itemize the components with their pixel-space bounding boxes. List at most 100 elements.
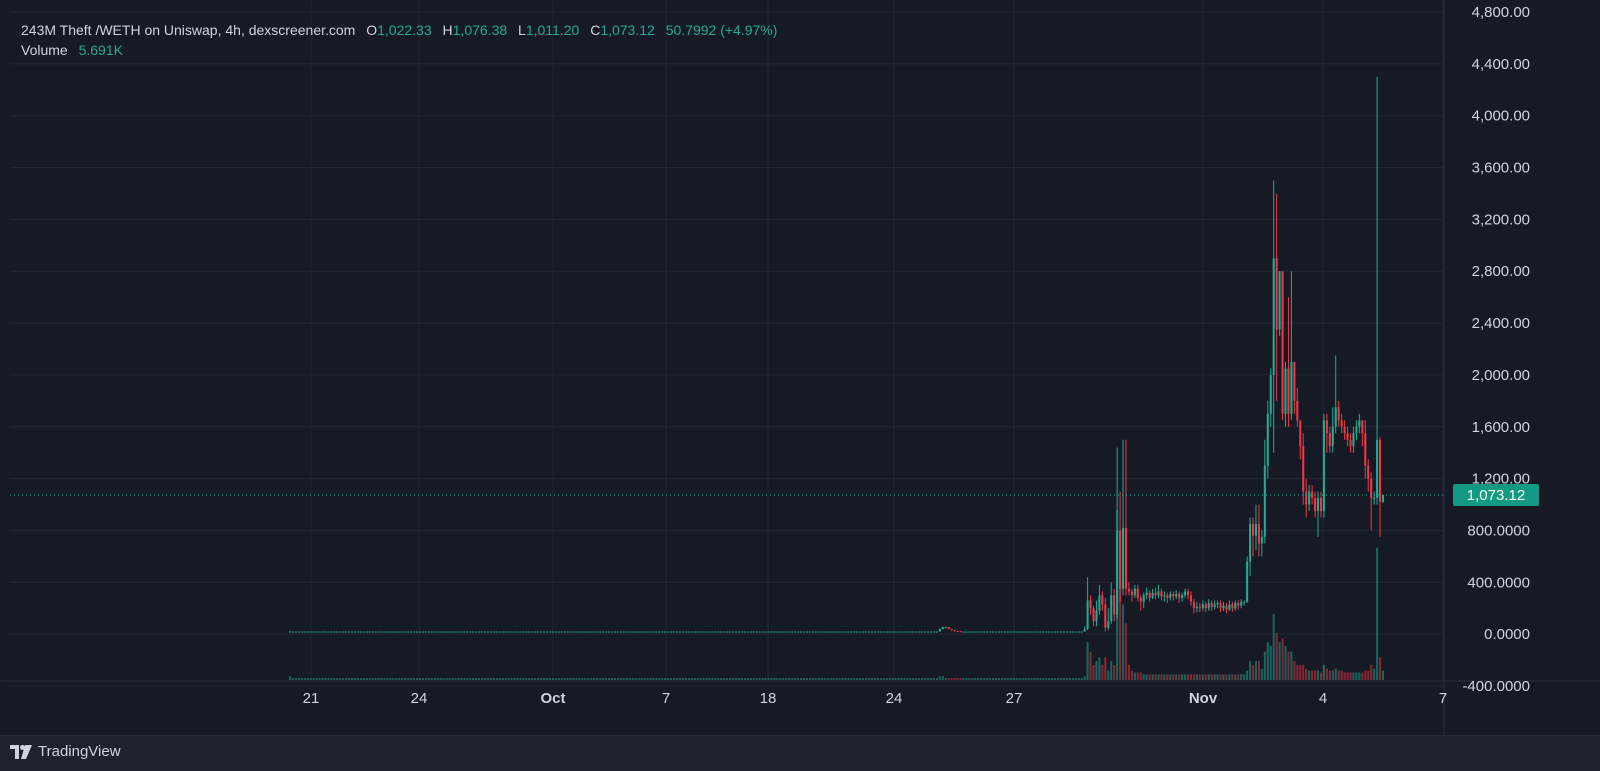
candle-body: [729, 631, 732, 633]
volume-bar: [1122, 604, 1125, 680]
tradingview-brand[interactable]: TradingView: [10, 743, 121, 760]
candle-body: [1077, 631, 1080, 633]
volume-bar: [894, 678, 897, 680]
price-tick-label: 4,800.00: [1472, 4, 1530, 21]
candle-body: [1101, 595, 1104, 605]
candle-body: [336, 631, 339, 633]
candle-body: [1166, 595, 1169, 598]
volume-bar: [1219, 674, 1222, 680]
volume-bar: [342, 678, 345, 680]
volume-bar: [380, 678, 383, 680]
candle-body: [776, 631, 779, 633]
price-axis[interactable]: -400.00000.0000400.0000800.00001,200.001…: [1462, 4, 1530, 695]
price-chart[interactable]: -400.00000.0000400.0000800.00001,200.001…: [0, 0, 1600, 735]
volume-bar: [1381, 670, 1385, 680]
volume-bar: [684, 678, 687, 680]
candle-body: [330, 631, 333, 633]
volume-bar: [997, 678, 1001, 680]
candle-body: [421, 631, 424, 633]
candle-body: [992, 631, 995, 633]
volume-bar: [873, 678, 876, 680]
candle-body: [980, 631, 983, 633]
candle-body: [912, 631, 915, 633]
volume-bar: [664, 678, 667, 680]
volume-bar: [947, 678, 950, 680]
volume-bar: [590, 678, 593, 680]
candle-body: [545, 631, 549, 633]
candle-body: [794, 631, 797, 633]
volume-bar: [856, 678, 859, 680]
volume-bar: [829, 678, 832, 680]
volume-bar: [1331, 670, 1334, 680]
time-axis[interactable]: 21 24 Oct 7 18 24 27 Nov 4 7: [303, 690, 1448, 707]
candle-body: [767, 631, 770, 633]
volume-bar: [1166, 674, 1169, 680]
volume-bar: [670, 678, 673, 680]
candle-body: [631, 631, 634, 633]
volume-bar: [374, 678, 377, 680]
time-tick-label: 4: [1319, 690, 1327, 707]
candle-body: [1181, 595, 1184, 598]
candle-body: [315, 631, 318, 633]
candle-body: [873, 631, 876, 633]
volume-bar: [498, 678, 501, 680]
volume-bar: [865, 678, 868, 680]
volume-bar: [977, 678, 980, 680]
volume-bar: [740, 678, 744, 680]
candle-body: [1195, 606, 1198, 609]
candle-body: [788, 631, 791, 633]
open-value: 1,022.33: [377, 22, 432, 38]
volume-bar: [1198, 674, 1201, 680]
candle-body: [1263, 465, 1266, 537]
candle-body: [392, 631, 395, 633]
volume-bar: [303, 678, 306, 680]
volume-bar: [587, 678, 590, 680]
candle-body: [1319, 498, 1322, 512]
volume-bar: [545, 678, 549, 680]
candle-body: [1175, 593, 1178, 597]
volume-bar: [879, 678, 882, 680]
candle-body: [401, 631, 404, 633]
volume-bar: [953, 678, 956, 680]
volume-bar: [876, 678, 879, 680]
volume-bar: [844, 678, 847, 680]
candle-body: [1189, 595, 1193, 602]
volume-bar: [1107, 670, 1110, 680]
candle-body: [1080, 631, 1083, 633]
volume-bar: [1228, 674, 1231, 680]
candle-body: [395, 631, 398, 633]
candle-body: [808, 631, 811, 633]
candle-body: [746, 631, 749, 633]
last-price-label-text: 1,073.12: [1467, 487, 1525, 504]
volume-bar: [602, 678, 605, 680]
candle-body: [1003, 631, 1006, 633]
volume-bar: [643, 678, 646, 680]
candle-body: [853, 631, 856, 633]
volume-bar: [696, 678, 699, 680]
candle-body: [1178, 593, 1181, 598]
volume-bar: [569, 678, 572, 680]
volume-bar: [430, 678, 433, 680]
candle-body: [608, 631, 611, 633]
volume-bar: [1189, 674, 1193, 680]
candle-body: [1381, 495, 1385, 502]
volume-bar: [918, 678, 921, 680]
candle-body: [1024, 631, 1027, 633]
candle-body: [1367, 465, 1370, 479]
candle-body: [805, 631, 808, 633]
candle-body: [649, 631, 652, 633]
candle-body: [599, 631, 602, 633]
volume-bar: [1148, 674, 1151, 680]
volume-bar: [1278, 642, 1281, 680]
candle-body: [699, 631, 702, 633]
candle-body: [540, 631, 543, 633]
candle-body: [389, 631, 392, 633]
candle-body: [1266, 413, 1269, 466]
price-tick-label: 3,200.00: [1472, 211, 1530, 228]
volume-bar: [1113, 664, 1116, 680]
candle-body: [1018, 631, 1021, 633]
candle-body: [1186, 591, 1190, 596]
volume-bar: [1328, 670, 1331, 680]
candle-body: [507, 631, 510, 633]
volume-bar: [1089, 651, 1092, 680]
